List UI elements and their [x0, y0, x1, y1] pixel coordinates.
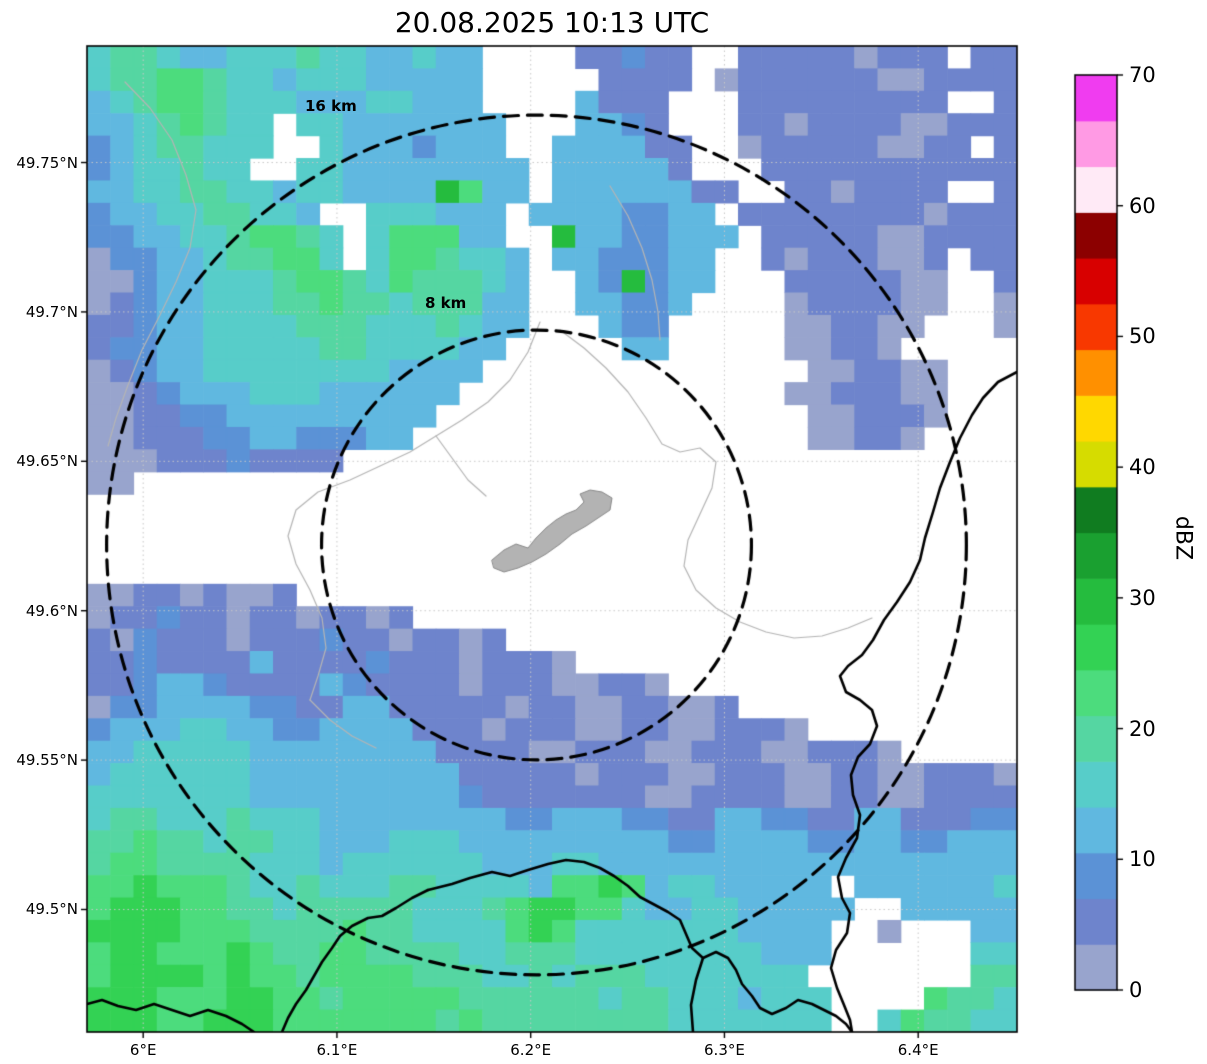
x-tick-label: 6°E: [129, 1041, 157, 1059]
range-ring-label: 16 km: [305, 97, 357, 115]
figure-title: 20.08.2025 10:13 UTC: [394, 6, 710, 39]
colorbar-tick-label: 30: [1129, 585, 1156, 610]
x-tick-label: 6.2°E: [510, 1041, 552, 1059]
colorbar-tick-label: 0: [1129, 978, 1143, 1002]
x-tick-label: 6.3°E: [704, 1041, 745, 1059]
colorbar-tick-label: 70: [1129, 63, 1156, 87]
colorbar-tick-label: 50: [1129, 324, 1156, 349]
colorbar-tick-label: 10: [1129, 847, 1156, 872]
colorbar-tick-label: 60: [1129, 193, 1156, 218]
y-tick-label: 49.6°N: [25, 601, 78, 620]
colorbar-axis-label: dBZ: [1170, 515, 1196, 561]
range-ring-label: 8 km: [425, 294, 467, 312]
y-tick-label: 49.75°N: [16, 153, 78, 172]
x-tick-label: 6.1°E: [316, 1041, 358, 1059]
y-tick-label: 49.55°N: [16, 751, 78, 770]
y-tick-label: 49.65°N: [16, 452, 78, 471]
x-tick-label: 6.4°E: [897, 1041, 939, 1059]
y-tick-label: 49.5°N: [25, 900, 78, 919]
colorbar-tick-label: 40: [1129, 455, 1156, 480]
colorbar-tick-label: 20: [1129, 716, 1156, 741]
y-tick-label: 49.7°N: [25, 302, 78, 321]
